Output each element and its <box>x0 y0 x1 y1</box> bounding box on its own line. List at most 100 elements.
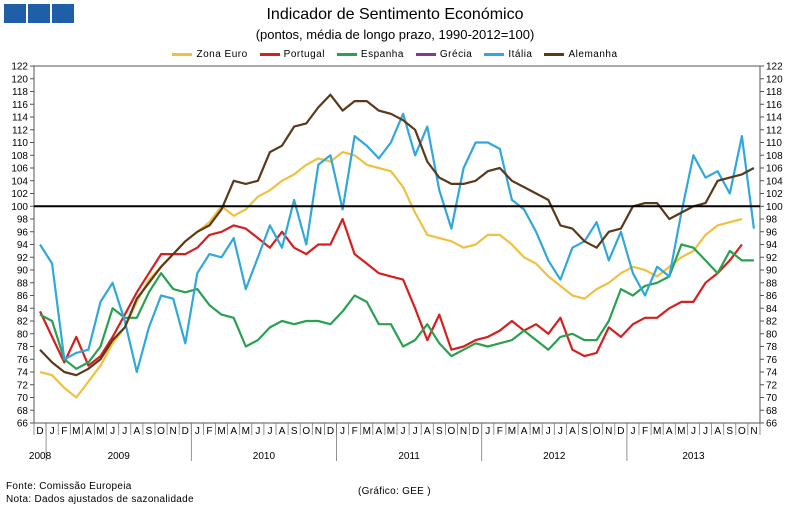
y-tick-label-right: 118 <box>766 87 782 98</box>
legend-label: Espanha <box>360 49 404 60</box>
y-tick-label-right: 100 <box>766 202 783 213</box>
y-tick-label-right: 108 <box>766 151 783 162</box>
y-tick-label-right: 98 <box>766 215 778 226</box>
x-year-label: 2009 <box>108 451 131 462</box>
x-month-label: S <box>146 426 153 437</box>
y-tick-label-left: 72 <box>17 380 29 391</box>
x-month-label: M <box>242 426 250 437</box>
x-month-label: J <box>401 426 406 437</box>
x-month-label: D <box>182 426 189 437</box>
legend-swatch <box>172 53 193 56</box>
x-month-label: S <box>726 426 733 437</box>
y-tick-label-right: 116 <box>766 100 782 111</box>
y-tick-label-right: 82 <box>766 317 778 328</box>
x-month-label: M <box>72 426 80 437</box>
x-year-label: 2010 <box>253 451 276 462</box>
x-month-label: A <box>714 426 721 437</box>
legend-label: Itália <box>508 49 533 60</box>
x-month-label: J <box>558 426 563 437</box>
chart-title: Indicador de Sentimento Económico <box>266 6 524 23</box>
x-year-label: 2011 <box>398 451 420 462</box>
x-month-label: A <box>134 426 141 437</box>
source-note: Fonte: Comissão Europeia <box>6 481 132 492</box>
x-month-label: A <box>85 426 92 437</box>
x-month-label: F <box>206 426 212 437</box>
x-month-label: J <box>122 426 127 437</box>
legend-label: Zona Euro <box>196 49 248 60</box>
y-tick-label-right: 106 <box>766 164 783 175</box>
x-month-label: M <box>677 426 685 437</box>
chart-credit: (Gráfico: GEE ) <box>358 486 431 497</box>
x-month-label: N <box>750 426 757 437</box>
y-tick-label-right: 94 <box>766 240 778 251</box>
x-month-label: N <box>170 426 177 437</box>
x-month-label: A <box>666 426 673 437</box>
y-tick-label-right: 86 <box>766 291 778 302</box>
x-month-label: O <box>157 426 165 437</box>
x-month-label: A <box>376 426 383 437</box>
y-tick-label-left: 106 <box>11 164 28 175</box>
x-month-label: J <box>195 426 200 437</box>
x-month-label: M <box>508 426 516 437</box>
x-month-label: N <box>605 426 612 437</box>
x-month-label: J <box>267 426 272 437</box>
y-tick-label-right: 80 <box>766 329 778 340</box>
legend-swatch <box>484 53 505 56</box>
y-tick-label-left: 76 <box>17 355 29 366</box>
logo-block-1 <box>4 4 26 23</box>
y-tick-label-right: 120 <box>766 74 783 85</box>
y-tick-label-left: 88 <box>17 278 29 289</box>
x-month-label: F <box>352 426 358 437</box>
y-tick-label-right: 88 <box>766 278 778 289</box>
x-month-label: F <box>642 426 648 437</box>
x-month-label: J <box>485 426 490 437</box>
x-month-label: J <box>110 426 115 437</box>
legend-swatch <box>336 53 357 56</box>
x-month-label: A <box>279 426 286 437</box>
x-month-label: J <box>691 426 696 437</box>
series-line-espanha <box>39 243 754 370</box>
x-month-label: D <box>327 426 334 437</box>
x-month-label: S <box>291 426 298 437</box>
y-tick-label-left: 66 <box>17 419 29 430</box>
plot-frame <box>33 65 761 424</box>
x-month-label: D <box>617 426 624 437</box>
y-tick-label-right: 122 <box>766 62 783 73</box>
x-month-label: O <box>593 426 601 437</box>
y-tick-label-left: 112 <box>12 125 28 136</box>
y-tick-label-right: 70 <box>766 393 778 404</box>
x-month-label: S <box>581 426 588 437</box>
y-tick-label-right: 90 <box>766 266 778 277</box>
y-tick-label-left: 96 <box>17 227 29 238</box>
legend-item: Portugal <box>259 49 325 60</box>
legend-item: Itália <box>484 49 532 60</box>
y-tick-label-left: 118 <box>12 87 28 98</box>
series-line-portugal <box>39 217 743 367</box>
y-tick-label-right: 110 <box>766 138 782 149</box>
x-month-label: A <box>424 426 431 437</box>
x-month-label: M <box>96 426 104 437</box>
x-month-label: J <box>340 426 345 437</box>
legend-label: Alemanha <box>568 49 618 60</box>
legend-item: Grécia <box>415 49 473 60</box>
y-tick-label-left: 100 <box>11 202 28 213</box>
y-tick-label-right: 72 <box>766 380 778 391</box>
x-month-label: F <box>61 426 67 437</box>
y-tick-label-left: 98 <box>17 215 29 226</box>
x-year-label: 2012 <box>543 451 566 462</box>
x-month-label: O <box>302 426 310 437</box>
x-month-label: S <box>436 426 443 437</box>
x-month-label: D <box>36 426 43 437</box>
y-tick-label-right: 92 <box>766 253 778 264</box>
chart-legend: Zona Euro Portugal Espanha Grécia Itália Alem… <box>0 49 790 60</box>
legend-label: Grécia <box>439 49 473 60</box>
x-month-label: N <box>460 426 467 437</box>
y-tick-label-left: 120 <box>11 74 28 85</box>
x-month-label: A <box>569 426 576 437</box>
y-tick-label-left: 92 <box>17 253 29 264</box>
y-tick-label-left: 80 <box>17 329 29 340</box>
x-month-label: J <box>630 426 635 437</box>
y-tick-label-left: 94 <box>17 240 29 251</box>
y-tick-label-left: 82 <box>17 317 29 328</box>
y-tick-label-left: 114 <box>12 113 28 124</box>
